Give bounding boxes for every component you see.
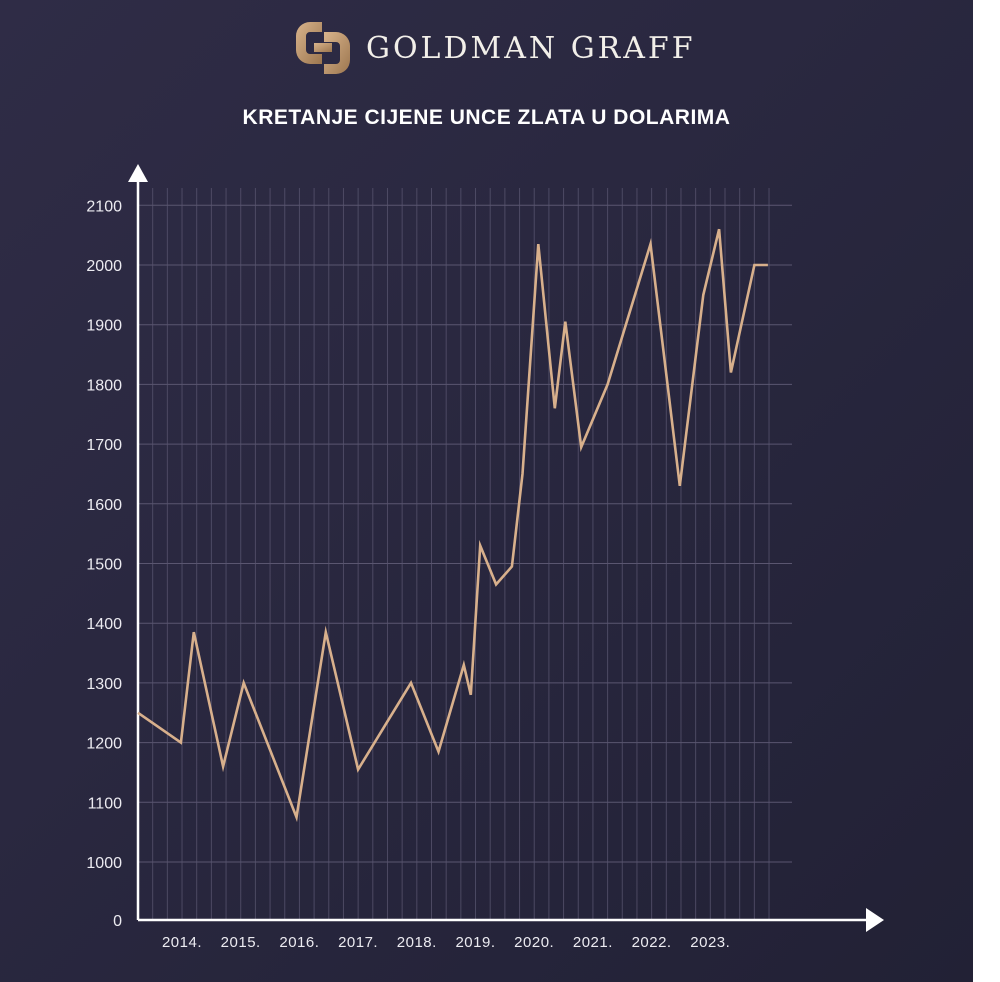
y-tick-label: 1900 <box>86 318 122 335</box>
axes <box>128 164 884 932</box>
y-tick-label: 1700 <box>86 437 122 454</box>
x-tick-label: 2016. <box>279 934 319 951</box>
series-line-gold-price <box>137 228 768 823</box>
gg-monogram-icon <box>296 22 350 74</box>
x-tick-label: 2019. <box>455 934 495 951</box>
x-tick-label: 2023. <box>690 934 730 951</box>
x-tick-label: 2018. <box>397 934 437 951</box>
brand-header: GOLDMAN GRAFF <box>292 18 696 78</box>
x-axis-arrow <box>866 908 884 932</box>
brand-name: GOLDMAN GRAFF <box>366 30 696 66</box>
chart-background: GOLDMAN GRAFF KRETANJE CIJENE UNCE ZLATA… <box>0 0 973 982</box>
y-tick-label: 1600 <box>86 497 122 514</box>
x-tick-label: 2020. <box>514 934 554 951</box>
x-tick-label: 2015. <box>221 934 261 951</box>
y-tick-label: 2000 <box>86 258 122 275</box>
y-tick-label: 1800 <box>86 377 122 394</box>
y-axis-arrow <box>128 164 148 182</box>
y-tick-label: 1400 <box>86 616 122 633</box>
x-tick-label: 2017. <box>338 934 378 951</box>
y-tick-label: 0 <box>113 913 122 930</box>
x-tick-label: 2021. <box>573 934 613 951</box>
chart-title: KRETANJE CIJENE UNCE ZLATA U DOLARIMA <box>242 106 731 129</box>
y-axis-ticks: 0 1000 1100 1200 1300 1400 1500 1600 1700 1800 190… <box>86 198 122 930</box>
y-tick-label: 2100 <box>86 198 122 215</box>
line-chart: 0 1000 1100 1200 1300 1400 1500 1600 1700 1800 190… <box>86 164 884 951</box>
y-tick-label: 1200 <box>86 736 122 753</box>
y-tick-label: 1500 <box>86 557 122 574</box>
x-axis-ticks: 2014. 2015. 2016. 2017. 2018. 2019. 2020. 2021.… <box>162 934 730 951</box>
y-tick-label: 1000 <box>86 855 122 872</box>
x-tick-label: 2014. <box>162 934 202 951</box>
series-group <box>137 228 768 823</box>
y-tick-label: 1300 <box>86 676 122 693</box>
y-tick-label: 1100 <box>88 795 123 812</box>
grid-lines <box>138 188 792 920</box>
x-tick-label: 2022. <box>632 934 672 951</box>
